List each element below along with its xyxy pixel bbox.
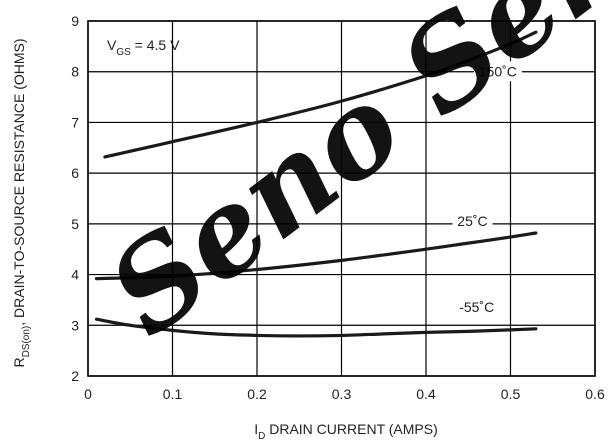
series-line-1: [94, 231, 538, 281]
series-labels: 150˚C 25˚C -55˚C: [452, 61, 522, 318]
series-label: -55˚C: [459, 299, 494, 315]
series-label-bg: [473, 61, 522, 82]
series-label: 25˚C: [457, 213, 487, 229]
vgs-condition-label: VGS = 4.5 V: [107, 37, 180, 58]
series-label-bg: [452, 297, 501, 318]
series-line-2: [94, 317, 538, 338]
watermark: Seno Semi: [83, 0, 609, 362]
x-tick-label: 0.2: [247, 386, 267, 402]
x-tick-label: 0.6: [585, 386, 605, 402]
x-tick-label: 0.1: [163, 386, 183, 402]
y-tick-label: 6: [71, 165, 79, 181]
y-tick-labels: 2 3 4 5 6 7 8 9: [71, 13, 79, 384]
series-layer: [94, 30, 538, 338]
y-tick-label: 4: [71, 267, 79, 283]
x-axis-label: ID DRAIN CURRENT (AMPS): [254, 421, 438, 441]
y-tick-label: 8: [71, 64, 79, 80]
series-line-0: [103, 30, 538, 159]
y-tick-label: 2: [71, 368, 79, 384]
x-tick-label: 0.4: [416, 386, 436, 402]
series-label-bg: [452, 210, 493, 231]
y-axis-label: RDS(on), DRAIN-TO-SOURCE RESISTANCE (OHM…: [11, 38, 32, 367]
x-tick-label: 0: [84, 386, 92, 402]
plot-frame: [87, 20, 596, 377]
x-tick-labels: 0 0.1 0.2 0.3 0.4 0.5 0.6: [84, 386, 605, 402]
x-tick-label: 0.5: [501, 386, 521, 402]
watermark-text: Seno Semi: [83, 0, 609, 362]
y-tick-label: 9: [71, 13, 79, 29]
y-tick-label: 7: [71, 114, 79, 130]
x-tick-label: 0.3: [332, 386, 352, 402]
y-tick-label: 5: [71, 216, 79, 232]
series-label: 150˚C: [479, 63, 517, 79]
y-tick-label: 3: [71, 317, 79, 333]
